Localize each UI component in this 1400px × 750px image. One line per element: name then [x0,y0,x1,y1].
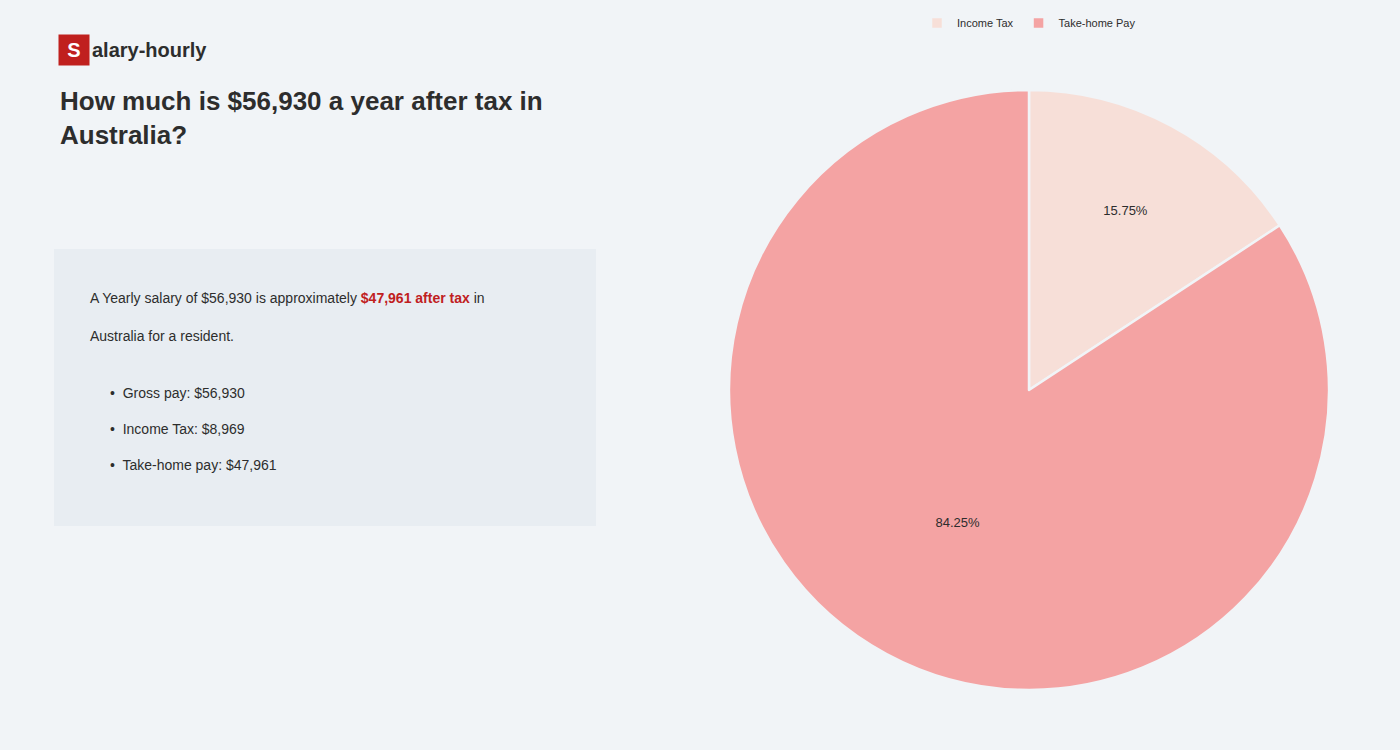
svg-text:A Yearly salary of $56,930 is: A Yearly salary of $56,930 is approximat… [90,290,485,306]
svg-text:alary-hourly: alary-hourly [92,39,207,61]
svg-text:Income Tax: Income Tax [957,17,1014,29]
svg-text:• Gross pay: $56,930: • Gross pay: $56,930 [110,385,245,401]
svg-text:15.75%: 15.75% [1103,203,1148,218]
svg-text:• Income Tax: $8,969: • Income Tax: $8,969 [110,421,245,437]
svg-text:84.25%: 84.25% [936,515,981,530]
svg-text:How much is $56,930 a year aft: How much is $56,930 a year after tax inA… [60,86,543,150]
svg-text:Australia for a resident.: Australia for a resident. [90,328,234,344]
svg-text:S: S [67,39,80,61]
svg-text:• Take-home pay: $47,961: • Take-home pay: $47,961 [110,457,277,473]
svg-text:Take-home Pay: Take-home Pay [1059,17,1136,29]
